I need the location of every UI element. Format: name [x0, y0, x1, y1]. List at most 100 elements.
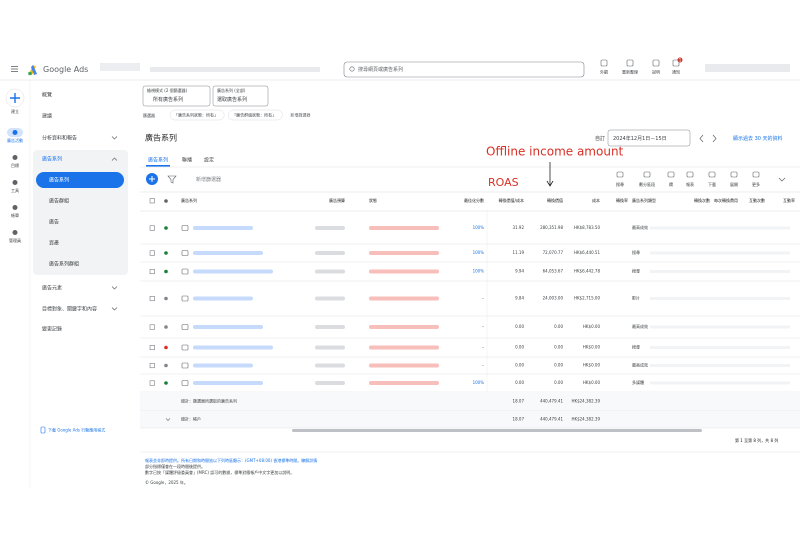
filter-chip[interactable] — [169, 109, 225, 121]
nav-section[interactable]: 廣告系列 — [42, 156, 62, 163]
nav-item[interactable]: 廣告元素 — [42, 285, 62, 292]
row-checkbox[interactable] — [149, 269, 155, 275]
cell-value: 64,053.67 — [543, 269, 564, 274]
row-checkbox[interactable] — [149, 225, 155, 231]
row-checkbox[interactable] — [149, 380, 155, 386]
chip-label[interactable]: 新增篩選器 — [290, 112, 310, 118]
column-header[interactable]: 轉換率 — [616, 197, 628, 203]
column-header[interactable]: 廣告系列類型 — [632, 197, 656, 203]
row-checkbox[interactable] — [149, 296, 155, 302]
menu-icon[interactable] — [11, 66, 18, 72]
rail-label[interactable]: 管理員 — [9, 237, 21, 243]
campaign-select[interactable] — [212, 85, 269, 107]
scrollbar[interactable] — [292, 429, 702, 432]
expand[interactable] — [165, 418, 171, 421]
row-checkbox[interactable] — [149, 363, 155, 369]
column-header[interactable]: 每次轉換費用 — [714, 197, 738, 203]
cell-roas: 9.84 — [515, 296, 524, 301]
nav-sub-item[interactable]: 廣告 — [49, 219, 59, 226]
date-arrows[interactable] — [699, 134, 717, 143]
tool-icon[interactable] — [752, 171, 760, 178]
nav-item[interactable]: 建議 — [42, 113, 52, 120]
total-label: 總計：帳戶 — [181, 416, 201, 422]
compare-link[interactable]: 顯示過去 30 天的資料 — [733, 135, 783, 142]
column-header[interactable]: 廣告系列 — [181, 197, 197, 203]
nav-sub-item[interactable]: 資產 — [49, 240, 59, 247]
rail-label[interactable]: 帳單 — [11, 212, 19, 218]
add-filter[interactable]: 新增篩選器 — [196, 176, 221, 183]
view-select[interactable] — [142, 85, 211, 107]
cell-optimization: 100% — [473, 250, 485, 255]
tab[interactable]: 設定 — [204, 157, 214, 164]
status-dot — [164, 381, 168, 385]
nav-sub-item[interactable]: 廣告系列 — [49, 177, 69, 184]
filter-chip[interactable] — [227, 109, 283, 121]
column-header[interactable]: 廣告預算 — [329, 197, 345, 203]
column-header[interactable]: 狀態 — [369, 197, 377, 203]
nav-item[interactable]: 概覽 — [42, 92, 52, 99]
rail-label[interactable]: 工具 — [11, 187, 19, 193]
nav-item[interactable]: 變更記錄 — [42, 326, 62, 333]
chip-label[interactable]: 「廣告系列狀態：所有」 — [174, 112, 218, 118]
tool-icon[interactable] — [643, 171, 651, 178]
nav-item[interactable]: 分析資料和報告 — [42, 135, 77, 142]
column-header[interactable]: 轉換次數 — [694, 197, 710, 203]
date-picker[interactable] — [607, 129, 691, 147]
rail-icon[interactable] — [12, 205, 18, 210]
rail-icon[interactable] — [12, 130, 18, 135]
cell-optimization: 100% — [473, 380, 485, 385]
rail-label[interactable]: 建立 — [11, 108, 19, 114]
column-header[interactable]: 轉換價值/成本 — [499, 197, 524, 203]
column-header[interactable]: 互動率 — [783, 197, 795, 203]
action-icon[interactable] — [600, 59, 608, 67]
tool-icon[interactable] — [667, 171, 675, 178]
annotation: ROAS — [488, 176, 519, 189]
rail-icon[interactable] — [12, 180, 18, 185]
nav-item[interactable]: 目標對象、關鍵字和內容 — [42, 306, 97, 313]
tool-icon[interactable] — [616, 171, 624, 178]
tool-icon[interactable] — [708, 171, 716, 178]
nav-sub-item[interactable]: 廣告系列群組 — [49, 261, 79, 268]
total-roas: 18.07 — [513, 399, 525, 404]
search-box[interactable] — [343, 61, 585, 78]
cell-cost: HK$8,783.50 — [574, 225, 600, 230]
nav-sub-item[interactable]: 廣告群組 — [49, 198, 69, 205]
budget-blur — [315, 296, 345, 301]
tool-icon[interactable] — [730, 171, 738, 178]
action-icon[interactable] — [652, 59, 660, 67]
tool-label[interactable]: 報表 — [686, 181, 694, 187]
cell-type: 最高成效 — [632, 362, 648, 368]
rail-label[interactable]: 目標 — [11, 162, 19, 168]
tab[interactable]: 聯播 — [182, 157, 192, 164]
tab[interactable]: 廣告系列 — [148, 157, 168, 164]
status-dot — [164, 296, 168, 301]
row-checkbox[interactable] — [149, 250, 155, 256]
column-header[interactable]: 互動次數 — [749, 197, 765, 203]
app-link[interactable]: 下載 Google Ads 行動應用程式 — [48, 427, 105, 433]
collapse[interactable] — [778, 177, 786, 182]
tool-label[interactable]: 欄 — [669, 181, 673, 187]
header-checkbox[interactable] — [149, 198, 155, 204]
tool-label[interactable]: 搜尋 — [616, 181, 624, 187]
column-header[interactable]: 最佳化分數 — [464, 197, 484, 203]
status-dot — [164, 325, 168, 329]
tool-label[interactable]: 下載 — [708, 181, 716, 187]
chip-label[interactable]: 「廣告群組狀態：所有」 — [232, 112, 276, 118]
action-icon[interactable] — [672, 59, 680, 67]
rail-label[interactable]: 廣告活動 — [7, 137, 23, 143]
tool-label[interactable]: 更多 — [752, 181, 760, 187]
cell-cost: HK$0.00 — [583, 345, 601, 350]
chevron — [111, 157, 118, 161]
action-icon[interactable] — [626, 59, 634, 67]
rail-icon[interactable] — [12, 230, 18, 235]
column-header[interactable]: 轉換價值 — [547, 197, 563, 203]
cell-cost: HK$6,440.51 — [574, 250, 600, 255]
tool-icon[interactable] — [686, 171, 694, 178]
tool-label[interactable]: 劃分區段 — [639, 181, 655, 187]
filter-icon[interactable] — [167, 175, 177, 184]
row-checkbox[interactable] — [149, 324, 155, 330]
column-header[interactable]: 成本 — [592, 197, 600, 203]
row-checkbox[interactable] — [149, 345, 155, 351]
tool-label[interactable]: 展開 — [730, 181, 738, 187]
rail-icon[interactable] — [12, 155, 18, 160]
